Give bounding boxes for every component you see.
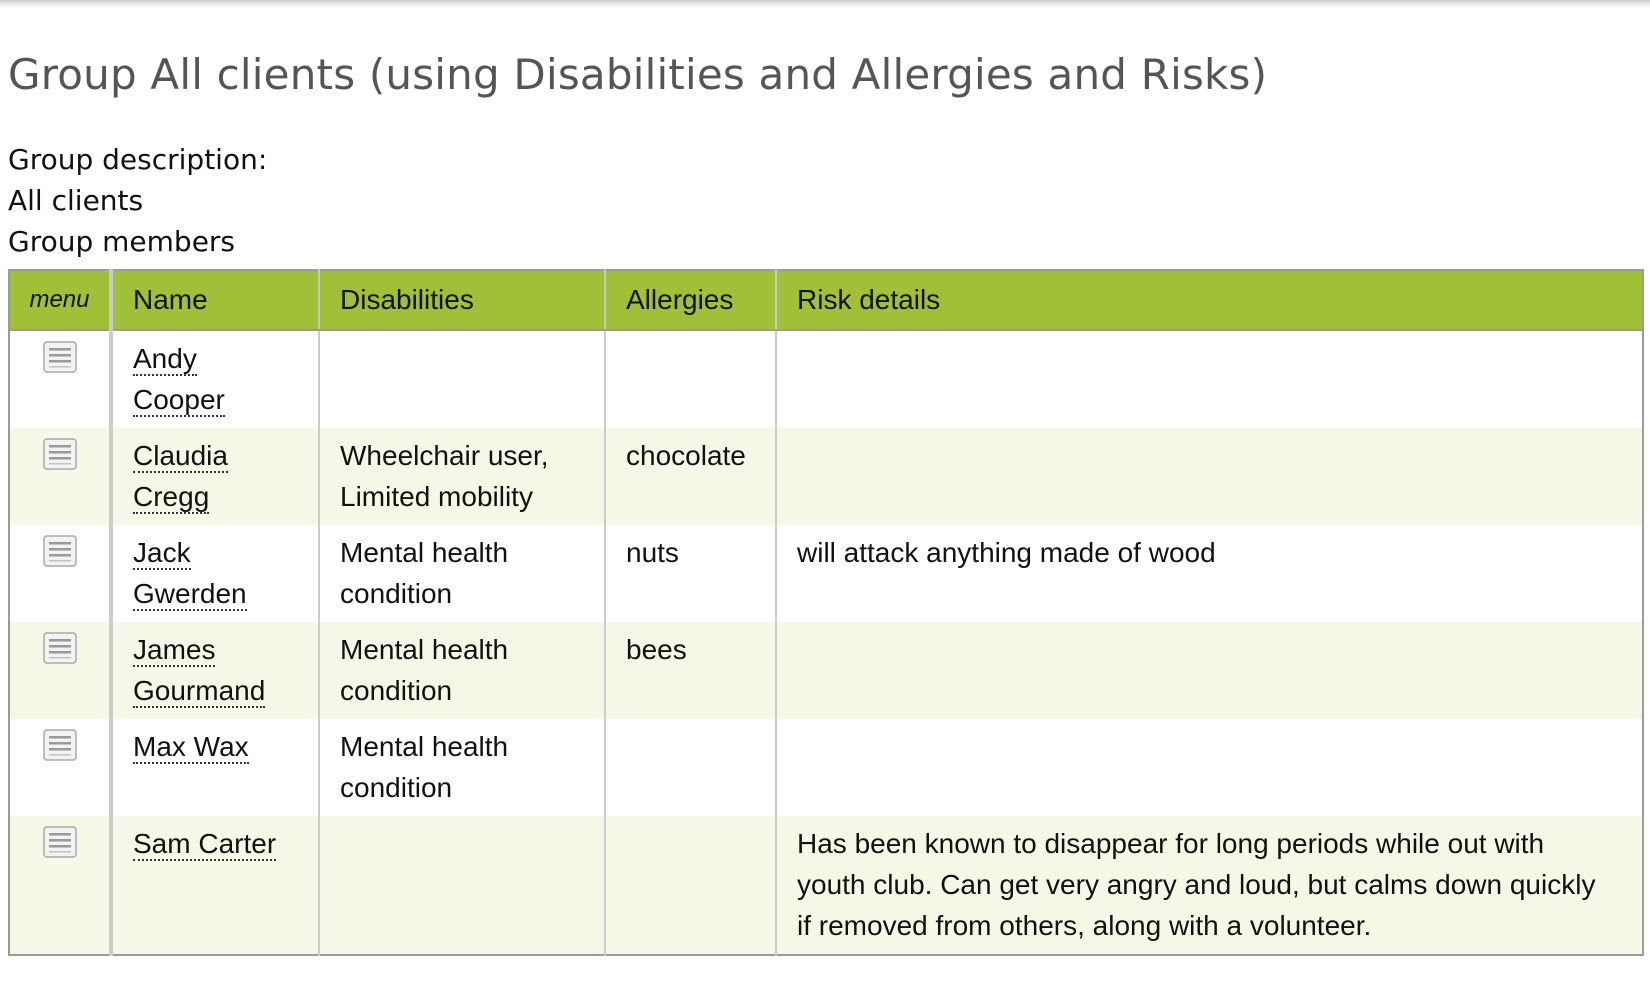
- table-row: Sam Carter Has been known to disappear f…: [9, 816, 1643, 955]
- client-first-name[interactable]: Max Wax: [133, 731, 249, 764]
- allergies-cell: [604, 719, 776, 816]
- menu-cell: [9, 719, 111, 816]
- risk-details-cell: [775, 622, 1643, 719]
- name-cell: James Gourmand: [109, 622, 319, 719]
- name-cell: Jack Gwerden: [109, 525, 319, 622]
- client-first-name[interactable]: Jack: [133, 537, 191, 570]
- allergies-cell: bees: [604, 622, 776, 719]
- disabilities-cell: [318, 816, 605, 955]
- column-header-menu: menu: [9, 270, 111, 331]
- table-row: James Gourmand Mental health condition bee…: [9, 622, 1643, 719]
- group-members-label: Group members: [8, 225, 236, 258]
- risk-details-cell: will attack anything made of wood: [775, 525, 1643, 622]
- risk-line: will attack anything made of wood: [797, 537, 1216, 568]
- client-last-name[interactable]: Cooper: [133, 384, 225, 417]
- table-row: Jack Gwerden Mental health condition nuts …: [9, 525, 1643, 622]
- allergies-cell: [604, 330, 776, 428]
- risk-line: youth club. Can get very angry and loud,…: [797, 869, 1596, 900]
- top-shadow: [0, 0, 1650, 8]
- disabilities-line: Mental health: [340, 634, 509, 665]
- disabilities-cell: Mental health condition: [318, 719, 605, 816]
- menu-cell: [9, 428, 111, 525]
- risk-details-cell: [775, 719, 1643, 816]
- table-row: Max Wax Mental health condition: [9, 719, 1643, 816]
- risk-line: if removed from others, along with a vol…: [797, 910, 1372, 941]
- disabilities-cell: Mental health condition: [318, 525, 605, 622]
- disabilities-line: Limited mobility: [340, 481, 533, 512]
- client-last-name[interactable]: Gwerden: [133, 578, 247, 611]
- client-name-link[interactable]: James Gourmand: [133, 634, 266, 708]
- group-description-label: Group description:: [8, 143, 268, 176]
- menu-cell: [9, 622, 111, 719]
- menu-icon[interactable]: [42, 729, 77, 761]
- client-last-name[interactable]: Gourmand: [133, 675, 266, 708]
- page-title: Group All clients (using Disabilities an…: [8, 50, 1268, 99]
- name-cell: Andy Cooper: [109, 330, 319, 428]
- menu-cell: [9, 816, 111, 955]
- client-name-link[interactable]: Max Wax: [133, 731, 249, 764]
- allergies-cell: [604, 816, 776, 955]
- group-description-value: All clients: [8, 184, 144, 217]
- disabilities-cell: Mental health condition: [318, 622, 605, 719]
- disabilities-line: Mental health: [340, 731, 509, 762]
- client-first-name[interactable]: Sam Carter: [133, 828, 277, 861]
- column-header-disabilities[interactable]: Disabilities: [318, 270, 605, 331]
- allergies-cell: nuts: [604, 525, 776, 622]
- menu-cell: [9, 330, 111, 428]
- name-cell: Sam Carter: [109, 816, 319, 955]
- disabilities-line: condition: [340, 675, 453, 706]
- menu-cell: [9, 525, 111, 622]
- disabilities-line: Mental health: [340, 537, 509, 568]
- client-first-name[interactable]: Claudia: [133, 440, 228, 473]
- client-name-link[interactable]: Jack Gwerden: [133, 537, 247, 611]
- risk-line: Has been known to disappear for long per…: [797, 828, 1545, 859]
- client-name-link[interactable]: Claudia Cregg: [133, 440, 228, 514]
- menu-icon[interactable]: [42, 826, 77, 858]
- risk-details-cell: Has been known to disappear for long per…: [775, 816, 1643, 955]
- disabilities-line: condition: [340, 772, 453, 803]
- disabilities-cell: Wheelchair user, Limited mobility: [318, 428, 605, 525]
- menu-icon[interactable]: [42, 438, 77, 470]
- group-members-table: menu Name Disabilities Allergies Risk de…: [8, 269, 1644, 956]
- column-header-risk-details[interactable]: Risk details: [775, 270, 1643, 331]
- name-cell: Claudia Cregg: [109, 428, 319, 525]
- risk-details-cell: [775, 428, 1643, 525]
- name-cell: Max Wax: [109, 719, 319, 816]
- table-row: Andy Cooper: [9, 330, 1643, 428]
- menu-icon[interactable]: [42, 632, 77, 664]
- table-header-row: menu Name Disabilities Allergies Risk de…: [9, 270, 1643, 331]
- allergies-cell: chocolate: [604, 428, 776, 525]
- disabilities-line: Wheelchair user,: [340, 440, 549, 471]
- table-body: Andy Cooper Claudia Cregg: [9, 330, 1643, 955]
- disabilities-cell: [318, 330, 605, 428]
- client-first-name[interactable]: Andy: [133, 343, 197, 376]
- risk-details-cell: [775, 330, 1643, 428]
- menu-icon[interactable]: [42, 341, 77, 373]
- column-header-allergies[interactable]: Allergies: [604, 270, 776, 331]
- menu-icon[interactable]: [42, 535, 77, 567]
- client-name-link[interactable]: Sam Carter: [133, 828, 277, 861]
- client-name-link[interactable]: Andy Cooper: [133, 343, 225, 417]
- table-row: Claudia Cregg Wheelchair user, Limited mob…: [9, 428, 1643, 525]
- client-first-name[interactable]: James: [133, 634, 216, 667]
- column-header-name[interactable]: Name: [109, 270, 319, 331]
- client-last-name[interactable]: Cregg: [133, 481, 210, 514]
- disabilities-line: condition: [340, 578, 453, 609]
